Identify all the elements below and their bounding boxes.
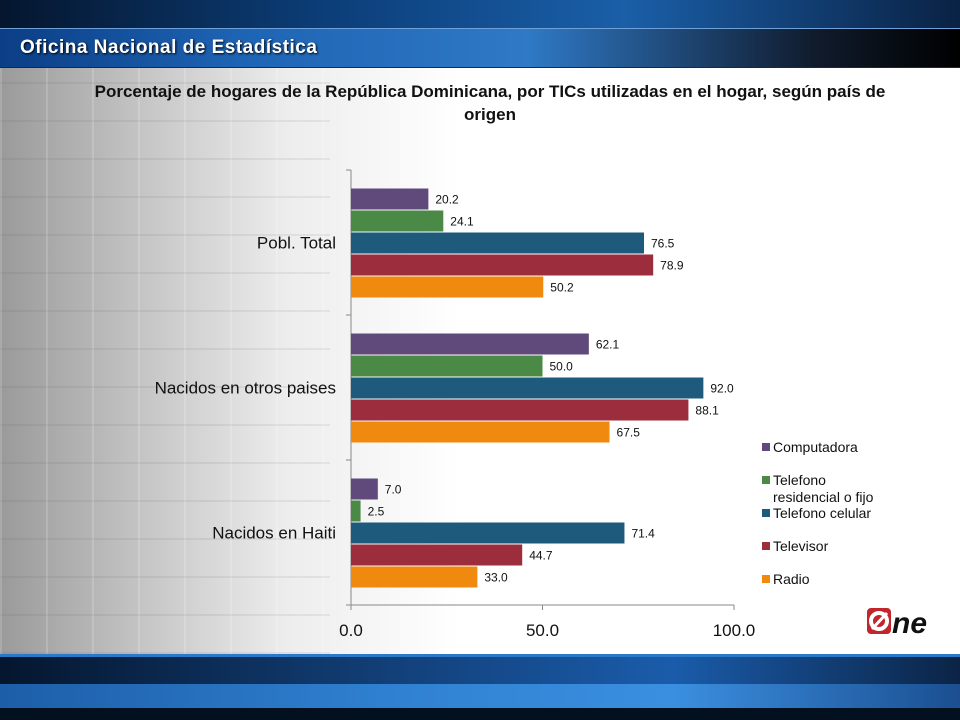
legend-label: Televisor	[773, 538, 829, 554]
x-tick-label: 100.0	[713, 621, 756, 640]
legend-label: Telefono celular	[773, 505, 871, 521]
bar	[351, 478, 378, 500]
legend-swatch	[762, 509, 770, 517]
data-label: 44.7	[529, 549, 553, 563]
legend-swatch	[762, 443, 770, 451]
footer-band-light	[0, 684, 960, 708]
legend-label: Telefono	[773, 472, 826, 488]
bar	[351, 276, 544, 298]
category-label: Pobl. Total	[257, 234, 336, 253]
data-label: 7.0	[385, 483, 402, 497]
bar	[351, 254, 654, 276]
data-label: 50.0	[550, 360, 574, 374]
data-label: 88.1	[695, 404, 719, 418]
bar	[351, 566, 478, 588]
bar	[351, 333, 589, 355]
bar	[351, 188, 429, 210]
chart-title: Porcentaje de hogares de la República Do…	[94, 82, 886, 124]
bar	[351, 522, 625, 544]
data-label: 76.5	[651, 237, 675, 251]
x-tick-label: 0.0	[339, 621, 363, 640]
data-label: 71.4	[631, 527, 655, 541]
logo-slash-icon	[870, 611, 889, 631]
bar	[351, 399, 689, 421]
data-label: 33.0	[484, 571, 508, 585]
x-tick-label: 50.0	[526, 621, 559, 640]
logo-text: ne	[892, 607, 927, 638]
bar	[351, 232, 644, 254]
bar	[351, 500, 361, 522]
bar	[351, 544, 523, 566]
data-label: 92.0	[710, 382, 734, 396]
bar	[351, 421, 610, 443]
data-label: 62.1	[596, 338, 620, 352]
legend-swatch	[762, 542, 770, 550]
legend-swatch	[762, 575, 770, 583]
category-label: Nacidos en Haiti	[212, 524, 336, 543]
top-band	[0, 0, 960, 28]
data-label: 78.9	[660, 259, 684, 273]
footer-band	[0, 654, 960, 687]
category-label: Nacidos en otros paises	[155, 379, 336, 398]
data-label: 24.1	[450, 215, 474, 229]
legend-swatch	[762, 476, 770, 484]
bar	[351, 377, 704, 399]
organization-title: Oficina Nacional de Estadística	[20, 37, 318, 58]
legend-label: Computadora	[773, 439, 858, 455]
data-label: 20.2	[435, 193, 459, 207]
footer-band-dark	[0, 708, 960, 720]
data-label: 2.5	[368, 505, 385, 519]
legend-label: Radio	[773, 571, 810, 587]
background-building-image	[0, 68, 330, 654]
bar	[351, 210, 444, 232]
legend-label: residencial o fijo	[773, 489, 874, 505]
one-logo: ne	[867, 607, 927, 638]
data-label: 67.5	[617, 426, 641, 440]
bar	[351, 355, 543, 377]
data-label: 50.2	[550, 281, 574, 295]
logo-o-icon	[869, 611, 889, 631]
